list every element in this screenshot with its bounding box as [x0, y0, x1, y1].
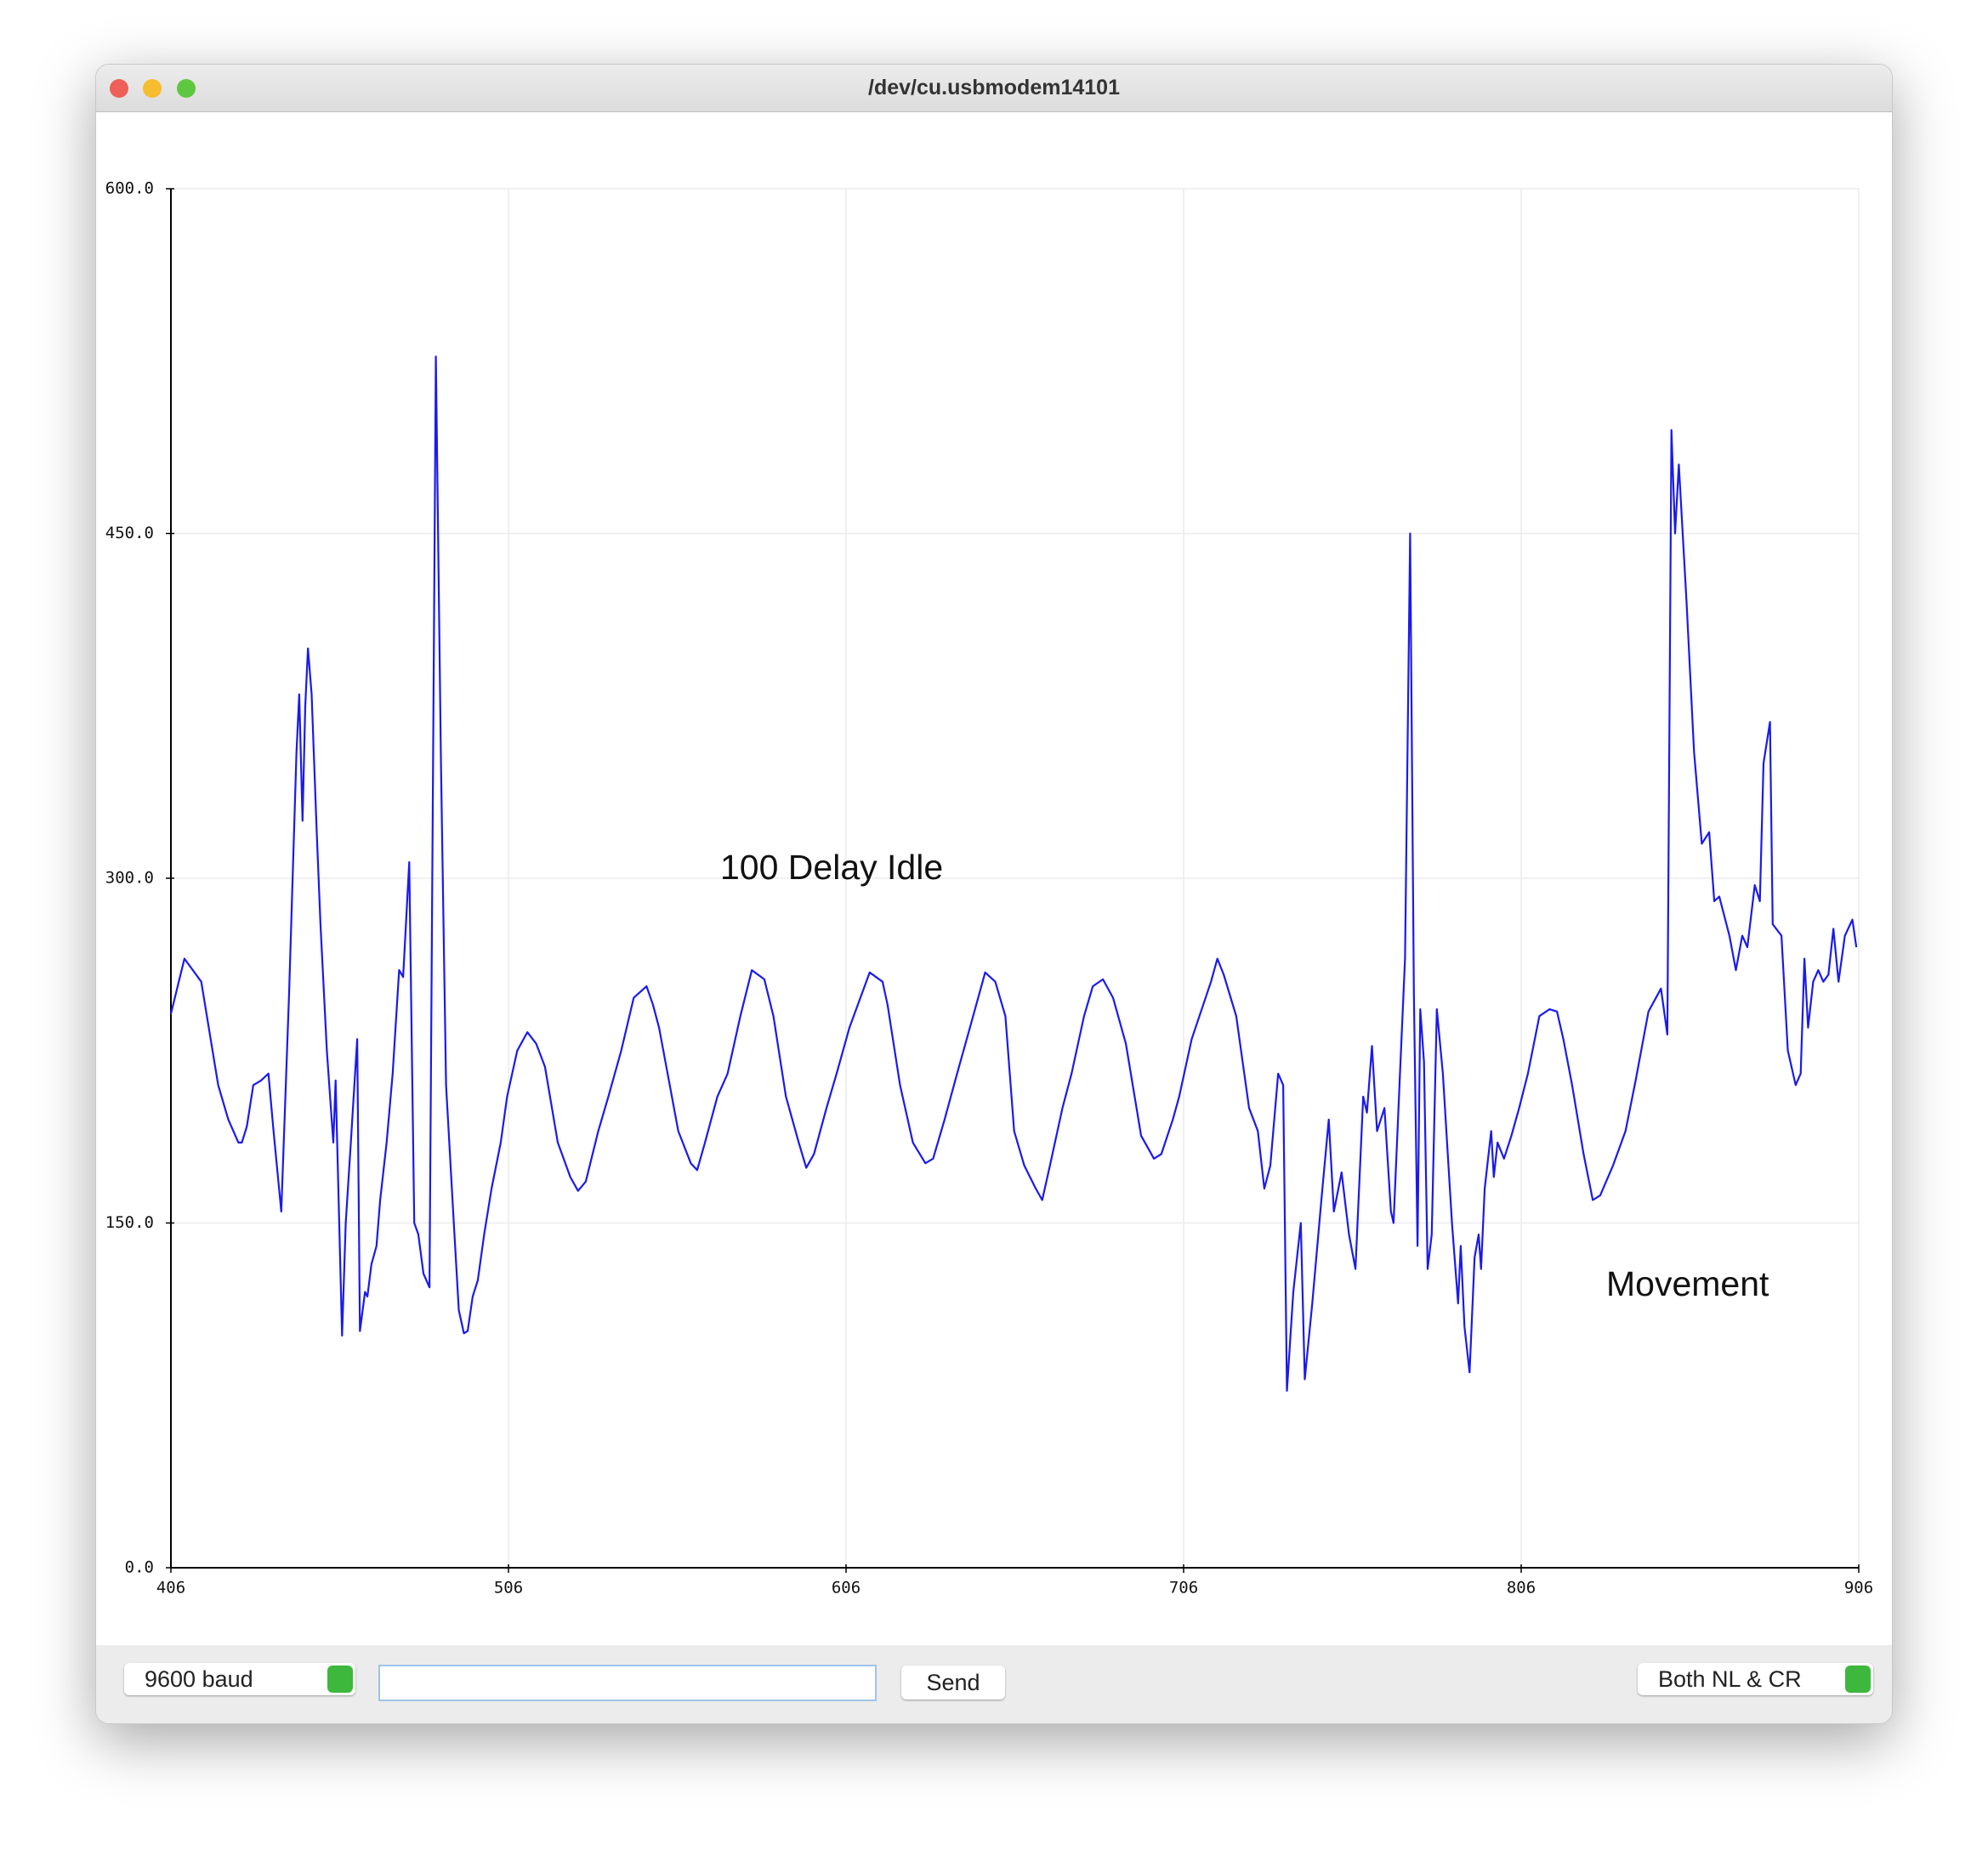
- zoom-button[interactable]: [177, 79, 196, 98]
- control-bar: 9600 baud Send Both NL & CR: [96, 1645, 1892, 1723]
- annotation: 100 Delay Idle: [720, 848, 943, 887]
- x-tick-label: 906: [1844, 1579, 1873, 1597]
- y-tick-label: 150.0: [105, 1213, 154, 1232]
- x-tick-label: 706: [1169, 1579, 1198, 1597]
- baud-label: 9600 baud: [145, 1666, 253, 1692]
- line-ending-select[interactable]: Both NL & CR: [1638, 1663, 1873, 1695]
- x-tick-label: 506: [494, 1579, 523, 1597]
- y-tick-label: 600.0: [105, 179, 154, 198]
- annotation: Movement: [1606, 1264, 1769, 1303]
- baud-select[interactable]: 9600 baud: [124, 1663, 355, 1695]
- title-bar: /dev/cu.usbmodem14101: [96, 65, 1892, 112]
- window-title: /dev/cu.usbmodem14101: [868, 76, 1120, 99]
- x-tick-label: 806: [1507, 1579, 1536, 1597]
- send-button[interactable]: Send: [901, 1666, 1005, 1700]
- y-tick-label: 0.0: [125, 1558, 154, 1577]
- data-line: [169, 355, 1858, 1392]
- window: /dev/cu.usbmodem14101 9600 baud Send Bot…: [95, 64, 1893, 1724]
- y-tick-label: 300.0: [105, 869, 154, 888]
- line-ending-label: Both NL & CR: [1658, 1666, 1802, 1692]
- x-tick-label: 606: [832, 1579, 861, 1597]
- y-tick-label: 450.0: [105, 524, 154, 542]
- stepper: [327, 1666, 353, 1693]
- x-tick-label: 406: [156, 1579, 185, 1597]
- message-input[interactable]: [378, 1665, 877, 1701]
- stepper: [1845, 1666, 1871, 1693]
- close-button[interactable]: [110, 79, 128, 98]
- minimize-button[interactable]: [143, 79, 162, 98]
